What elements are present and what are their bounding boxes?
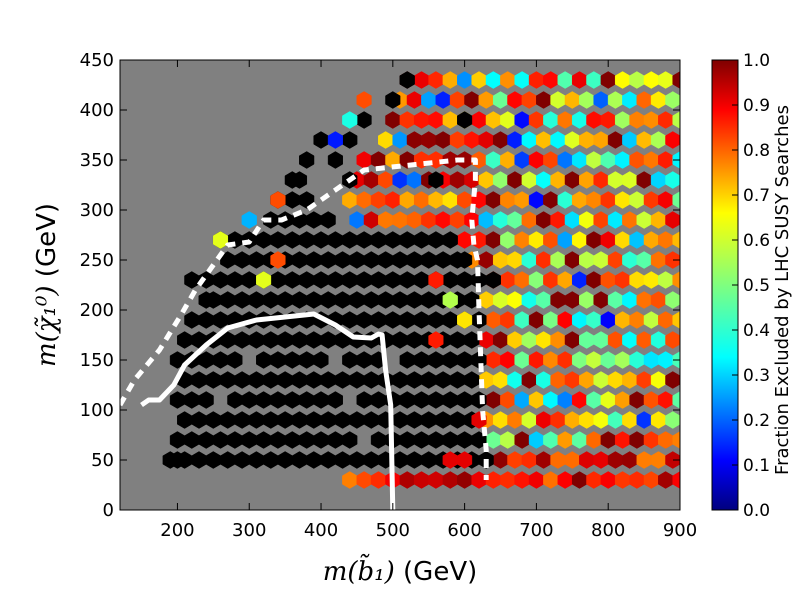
hexbin-cell-excluded	[320, 211, 336, 229]
hexbin-cell-excluded	[342, 431, 358, 449]
colorbar-tick-label: 1.0	[743, 51, 770, 71]
hexbin-cell	[672, 431, 680, 449]
hexbin-cell-excluded	[457, 111, 473, 129]
y-axis-label-unit: (GeV)	[32, 203, 62, 285]
x-axis-ticks: 200 300 400 500 600 700 800 900	[160, 60, 697, 541]
hexbin-cell	[672, 311, 680, 329]
hexbin-cell	[356, 91, 372, 109]
y-tick-label: 350	[80, 150, 114, 171]
hexbin-cell	[342, 111, 358, 129]
svg-text:m(χ̃₁⁰) (GeV): m(χ̃₁⁰) (GeV)	[32, 203, 62, 367]
hexbin-cell	[270, 191, 286, 209]
colorbar-tick-label: 0.5	[743, 276, 770, 296]
x-axis-label-unit: (GeV)	[395, 557, 477, 587]
hexbin-cell-excluded	[313, 351, 329, 369]
y-tick-label: 300	[80, 200, 114, 221]
colorbar-ticks: 0.0 0.1 0.2 0.3 0.4 0.5 0.6 0.7 0.8 0.9 1.0	[732, 51, 770, 521]
hexbin-cell	[665, 251, 680, 269]
hexbin-cell	[256, 271, 272, 289]
svg-text:m(b̃₁) (GeV): m(b̃₁) (GeV)	[323, 553, 478, 587]
hexbin-cell	[665, 411, 680, 429]
colorbar-tick-label: 0.1	[743, 456, 770, 476]
y-axis-ticks: 0 50 100 150 200 250 300 350 400 450	[80, 50, 680, 521]
x-tick-label: 200	[160, 520, 194, 541]
colorbar-tick-label: 0.6	[743, 231, 770, 251]
hexbin-cell	[428, 331, 444, 349]
hexbin-cell	[299, 151, 315, 169]
y-tick-label: 400	[80, 100, 114, 121]
hexbin-cell	[665, 91, 680, 109]
y-tick-label: 450	[80, 50, 114, 71]
hexbin-cell	[665, 331, 680, 349]
hexbin-cell	[327, 131, 343, 149]
x-tick-label: 800	[591, 520, 625, 541]
hexbin-cell	[457, 311, 473, 329]
hexbin-cell	[672, 231, 680, 249]
hexbin-cell-excluded	[198, 391, 214, 409]
colorbar: 0.0 0.1 0.2 0.3 0.4 0.5 0.6 0.7 0.8 0.9 1.0 Fracti…	[711, 51, 793, 521]
y-axis-label: m(χ̃₁⁰) (GeV)	[32, 203, 62, 367]
hexbin-cell	[241, 211, 257, 229]
hexbin-cell	[665, 451, 680, 469]
hexbin-cell	[399, 71, 415, 89]
hexbin-cell	[442, 451, 458, 469]
colorbar-tick-label: 0.8	[743, 141, 770, 161]
y-tick-label: 100	[80, 400, 114, 421]
contour-solid	[140, 311, 396, 510]
hexbin-cell	[672, 191, 680, 209]
hexbin-cell	[665, 211, 680, 229]
colorbar-tick-label: 0.0	[743, 501, 770, 521]
hexbin-cell	[672, 271, 680, 289]
hexbin-cell-excluded	[327, 391, 343, 409]
plot-frame	[119, 59, 681, 511]
x-axis-label-math: m(b̃₁)	[323, 553, 395, 587]
hexbin-cell	[665, 291, 680, 309]
x-tick-label: 300	[232, 520, 266, 541]
hexbin-cell-excluded	[442, 231, 458, 249]
hexbin-cell-excluded	[385, 91, 401, 109]
hexbin-cell	[428, 271, 444, 289]
x-axis-label: m(b̃₁) (GeV)	[323, 553, 478, 587]
x-tick-label: 900	[663, 520, 697, 541]
hexbin-cell	[665, 371, 680, 389]
y-tick-label: 150	[80, 350, 114, 371]
hexbin-cell	[442, 291, 458, 309]
colorbar-tick-label: 0.2	[743, 411, 770, 431]
hexbin-cell	[665, 131, 680, 149]
hexbin-cell	[198, 291, 214, 309]
x-tick-label: 500	[376, 520, 410, 541]
hexbin-cell-excluded	[457, 251, 473, 269]
hexbin-cell	[672, 71, 680, 89]
hexbin-cell	[284, 171, 300, 189]
hexbin-cell-excluded	[464, 371, 480, 389]
x-tick-label: 400	[304, 520, 338, 541]
colorbar-tick-label: 0.4	[743, 321, 770, 341]
hexbin-cell	[672, 391, 680, 409]
y-tick-label: 250	[80, 250, 114, 271]
y-axis-label-math: m(χ̃₁⁰)	[32, 285, 62, 367]
hexbin-cell	[270, 251, 286, 269]
hexbin-cell-excluded	[227, 351, 243, 369]
contour-lines	[120, 157, 489, 510]
hexbin-cell-excluded	[485, 271, 501, 289]
colorbar-tick-label: 0.3	[743, 366, 770, 386]
hexbin-cell	[169, 451, 186, 469]
hexbin-cell-excluded	[464, 331, 480, 349]
x-tick-label: 600	[447, 520, 481, 541]
colorbar-label: Fraction Excluded by LHC SUSY Searches	[772, 105, 793, 475]
hexbin-cell-excluded	[327, 151, 343, 169]
hexbin-cell	[672, 471, 680, 489]
hexbin-cell	[672, 111, 680, 129]
colorbar-tick-label: 0.7	[743, 186, 770, 206]
contour-dashed	[120, 157, 489, 480]
hexbin-cell	[665, 171, 680, 189]
colorbar-tick-label: 0.9	[743, 96, 770, 116]
y-tick-label: 0	[103, 500, 114, 521]
hexbin-cell-excluded	[428, 171, 444, 189]
x-tick-label: 700	[519, 520, 553, 541]
y-tick-label: 200	[80, 300, 114, 321]
y-tick-label: 50	[91, 450, 114, 471]
